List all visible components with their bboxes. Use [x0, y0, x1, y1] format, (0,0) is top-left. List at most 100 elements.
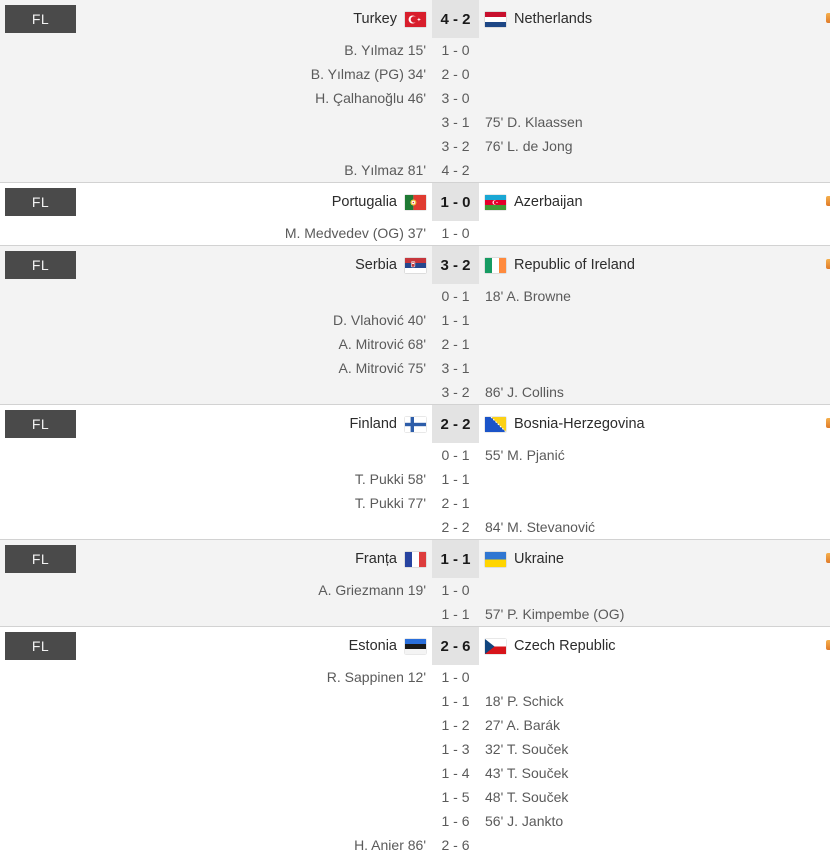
home-team-name: Serbia: [355, 257, 397, 273]
home-team-cell: Serbia: [0, 257, 432, 273]
match-status-badge: FL: [5, 545, 76, 573]
away-team-cell: Czech Republic: [479, 638, 830, 654]
final-score: 4 - 2: [432, 0, 479, 38]
away-team-name: Republic of Ireland: [514, 257, 635, 273]
goal-event-row: 0 - 1 18' A. Browne: [0, 284, 830, 308]
away-team-flag-icon: [485, 551, 506, 567]
goal-event-row: A. Griezmann 19' 1 - 0: [0, 578, 830, 602]
running-score: 4 - 2: [441, 162, 470, 178]
home-team-flag-icon: [405, 551, 426, 567]
final-score: 1 - 1: [432, 540, 479, 578]
home-team-flag-icon: [405, 257, 426, 273]
goal-event-row: A. Mitrović 75' 3 - 1: [0, 356, 830, 380]
away-team-flag-icon: [485, 638, 506, 654]
away-scorer: 75' D. Klaassen: [485, 114, 583, 130]
running-score: 1 - 3: [441, 741, 470, 757]
running-score: 2 - 1: [441, 336, 470, 352]
home-team-cell: Turkey: [0, 11, 432, 27]
match-block: FL Portugalia 1 - 0 Azerbaijan M. Medved…: [0, 183, 830, 246]
away-team-cell: Bosnia-Herzegovina: [479, 416, 830, 432]
home-scorer: H. Anier 86': [354, 837, 426, 852]
running-score: 1 - 0: [441, 669, 470, 685]
running-score: 0 - 1: [441, 447, 470, 463]
match-block: FL Turkey 4 - 2 Netherlands B. Yılmaz 15…: [0, 0, 830, 183]
goal-event-row: A. Mitrović 68' 2 - 1: [0, 332, 830, 356]
favorite-star-icon[interactable]: [826, 418, 830, 428]
running-score: 1 - 5: [441, 789, 470, 805]
running-score: 1 - 1: [441, 693, 470, 709]
home-team-cell: Finland: [0, 416, 432, 432]
running-score: 1 - 6: [441, 813, 470, 829]
match-block: FL Serbia 3 - 2 Republic of Ireland 0 - …: [0, 246, 830, 405]
match-header-row[interactable]: Serbia 3 - 2 Republic of Ireland: [0, 246, 830, 284]
running-score: 2 - 0: [441, 66, 470, 82]
home-team-name: Finland: [349, 416, 397, 432]
home-scorer: R. Sappinen 12': [326, 669, 426, 685]
favorite-star-icon[interactable]: [826, 553, 830, 563]
goal-event-row: 1 - 3 32' T. Souček: [0, 737, 830, 761]
away-scorer: 18' P. Schick: [485, 693, 564, 709]
away-team-name: Ukraine: [514, 551, 564, 567]
away-scorer: 18' A. Browne: [485, 288, 571, 304]
home-scorer: H. Çalhanoğlu 46': [315, 90, 426, 106]
away-team-flag-icon: [485, 257, 506, 273]
goal-event-row: 0 - 1 55' M. Pjanić: [0, 443, 830, 467]
running-score: 3 - 1: [441, 114, 470, 130]
match-header-row[interactable]: Turkey 4 - 2 Netherlands: [0, 0, 830, 38]
running-score: 1 - 0: [441, 582, 470, 598]
home-scorer: B. Yılmaz 81': [344, 162, 426, 178]
favorite-star-icon[interactable]: [826, 13, 830, 23]
goal-event-row: 1 - 6 56' J. Jankto: [0, 809, 830, 833]
match-header-row[interactable]: Franța 1 - 1 Ukraine: [0, 540, 830, 578]
away-scorer: 56' J. Jankto: [485, 813, 564, 829]
running-score: 3 - 2: [441, 384, 470, 400]
away-scorer: 55' M. Pjanić: [485, 447, 565, 463]
home-team-flag-icon: [405, 638, 426, 654]
home-scorer: T. Pukki 58': [354, 471, 426, 487]
away-scorer: 57' P. Kimpembe (OG): [485, 606, 625, 622]
home-team-cell: Portugalia: [0, 194, 432, 210]
home-team-cell: Estonia: [0, 638, 432, 654]
home-team-name: Estonia: [348, 638, 397, 654]
goal-event-row: T. Pukki 77' 2 - 1: [0, 491, 830, 515]
home-team-name: Turkey: [353, 11, 397, 27]
home-scorer: M. Medvedev (OG) 37': [284, 225, 426, 241]
goal-event-row: 3 - 2 86' J. Collins: [0, 380, 830, 404]
home-scorer: B. Yılmaz 15': [344, 42, 426, 58]
goal-event-row: 1 - 1 57' P. Kimpembe (OG): [0, 602, 830, 626]
running-score: 1 - 4: [441, 765, 470, 781]
match-status-badge: FL: [5, 632, 76, 660]
match-block: FL Franța 1 - 1 Ukraine A. Griezmann 19'…: [0, 540, 830, 627]
home-scorer: A. Mitrović 68': [338, 336, 426, 352]
goal-event-row: H. Çalhanoğlu 46' 3 - 0: [0, 86, 830, 110]
goal-event-row: 1 - 4 43' T. Souček: [0, 761, 830, 785]
favorite-star-icon[interactable]: [826, 259, 830, 269]
favorite-star-icon[interactable]: [826, 196, 830, 206]
away-team-cell: Netherlands: [479, 11, 830, 27]
home-scorer: A. Mitrović 75': [338, 360, 426, 376]
running-score: 1 - 0: [441, 42, 470, 58]
away-scorer: 48' T. Souček: [485, 789, 569, 805]
running-score: 1 - 1: [441, 606, 470, 622]
match-status-badge: FL: [5, 410, 76, 438]
away-team-cell: Ukraine: [479, 551, 830, 567]
goal-event-row: B. Yılmaz 81' 4 - 2: [0, 158, 830, 182]
away-scorer: 43' T. Souček: [485, 765, 569, 781]
running-score: 1 - 1: [441, 312, 470, 328]
match-header-row[interactable]: Portugalia 1 - 0 Azerbaijan: [0, 183, 830, 221]
goal-event-row: 3 - 1 75' D. Klaassen: [0, 110, 830, 134]
away-team-name: Czech Republic: [514, 638, 616, 654]
away-team-flag-icon: [485, 416, 506, 432]
goal-event-row: 1 - 5 48' T. Souček: [0, 785, 830, 809]
away-scorer: 32' T. Souček: [485, 741, 569, 757]
home-team-name: Portugalia: [331, 194, 397, 210]
final-score: 2 - 6: [432, 627, 479, 665]
goal-event-row: H. Anier 86' 2 - 6: [0, 833, 830, 852]
away-team-flag-icon: [485, 11, 506, 27]
favorite-star-icon[interactable]: [826, 640, 830, 650]
goal-event-row: M. Medvedev (OG) 37' 1 - 0: [0, 221, 830, 245]
away-team-flag-icon: [485, 194, 506, 210]
match-header-row[interactable]: Estonia 2 - 6 Czech Republic: [0, 627, 830, 665]
match-header-row[interactable]: Finland 2 - 2 Bosnia-Herzegovina: [0, 405, 830, 443]
home-team-cell: Franța: [0, 551, 432, 567]
